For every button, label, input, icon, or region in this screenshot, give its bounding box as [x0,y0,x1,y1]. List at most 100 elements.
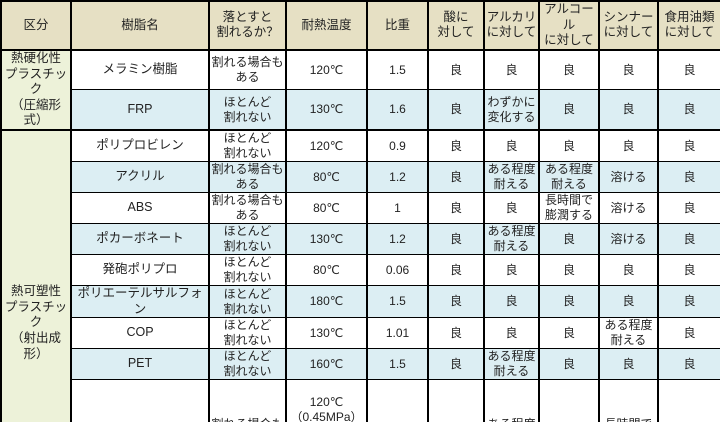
cell-oil: 良 [657,317,720,350]
cell-thinner: 長時間で 膨潤する [598,379,659,422]
cell-acid: 良 [427,379,485,422]
header-category: 区分 [0,0,72,51]
cell-alcohol: 良 [538,284,600,319]
cell-temp: 130℃ [285,223,368,255]
header-resin-name: 樹脂名 [70,0,210,51]
table-row: ポリ乳酸 割れる場合も ある 120℃ （0.45MPa） 65℃ （1.82M… [1,379,720,422]
cell-oil: 良 [657,161,720,193]
cell-temp: 80℃ [285,254,368,286]
cell-alkali: 良 [483,284,540,319]
cell-alcohol: 良 [538,317,600,350]
group-cell-thermosetting: 熱硬化性 プラスチック （圧縮形式） [0,49,72,131]
cell-alkali: 良 [483,49,540,91]
header-alkali: アルカリ に対して [483,0,540,51]
cell-temp: 120℃ [285,129,368,162]
cell-specific-gravity: 1.42 [366,379,429,422]
table-row: ポリエーテルサルフォン ほとんど 割れない 180℃ 1.5 良 良 良 良 良 [1,284,720,319]
cell-resin-name: ポリ乳酸 [70,379,210,422]
cell-specific-gravity: 1.5 [366,49,429,91]
cell-acid: 良 [427,192,485,224]
cell-acid: 良 [427,254,485,286]
table-row: 熱可塑性 プラスチック （射出成形） ポリプロビレン ほとんど 割れない 120… [0,128,720,422]
cell-resin-name: COP [70,317,210,350]
cell-acid: 良 [427,49,485,91]
cell-oil: 良 [657,223,720,255]
table-row: COP ほとんど 割れない 130℃ 1.01 良 良 良 ある程度 耐える 良 [1,317,720,350]
cell-oil: 良 [657,348,720,381]
header-specific-gravity: 比重 [366,0,429,51]
cell-acid: 良 [427,348,485,381]
cell-thinner: 溶ける [598,223,659,255]
cell-specific-gravity: 1.5 [366,348,429,381]
cell-specific-gravity: 1.01 [366,317,429,350]
cell-crack: ほとんど 割れない [208,89,287,131]
table-row: FRP ほとんど 割れない 130℃ 1.6 良 わずかに 変化する 良 良 良 [1,89,720,131]
cell-oil: 良 [657,284,720,319]
cell-resin-name: FRP [70,89,210,131]
cell-oil: 良 [657,379,720,422]
cell-temp: 80℃ [285,192,368,224]
cell-crack: ほとんど 割れない [208,129,287,162]
cell-alcohol: 良 [538,129,600,162]
cell-acid: 良 [427,317,485,350]
cell-resin-name: ポカーボネート [70,223,210,255]
cell-acid: 良 [427,161,485,193]
table-row: ABS 割れる場合も ある 80℃ 1 良 良 長時間で 膨潤する 溶ける 良 [1,192,720,224]
header-thinner: シンナー に対して [598,0,659,51]
table-row: ポカーボネート ほとんど 割れない 130℃ 1.2 良 ある程度 耐える 良 … [1,223,720,255]
cell-alcohol: 良 [538,379,600,422]
cell-temp: 80℃ [285,161,368,193]
cell-acid: 良 [427,89,485,131]
cell-temp: 180℃ [285,284,368,319]
cell-alkali: 良 [483,192,540,224]
cell-thinner: 良 [598,129,659,162]
cell-crack: ほとんど 割れない [208,254,287,286]
cell-thinner: ある程度 耐える [598,317,659,350]
cell-alcohol: 良 [538,254,600,286]
cell-resin-name: メラミン樹脂 [70,49,210,91]
cell-resin-name: ポリプロビレン [70,129,210,162]
table-row: PET ほとんど 割れない 160℃ 1.5 良 ある程度 耐える 良 良 良 [1,348,720,381]
cell-oil: 良 [657,254,720,286]
cell-specific-gravity: 1.2 [366,161,429,193]
cell-oil: 良 [657,89,720,131]
table-row: アクリル 割れる場合も ある 80℃ 1.2 良 ある程度 耐える ある程度 耐… [1,161,720,193]
cell-crack: 割れる場合も ある [208,379,287,422]
header-alcohol: アルコール に対して [538,0,600,51]
cell-alcohol: 良 [538,348,600,381]
cell-temp: 120℃ [285,49,368,91]
cell-alkali: ある程度 耐える [483,379,540,422]
cell-crack: ほとんど 割れない [208,317,287,350]
cell-specific-gravity: 1.5 [366,284,429,319]
cell-thinner: 良 [598,254,659,286]
cell-resin-name: ABS [70,192,210,224]
cell-alcohol: 長時間で 膨潤する [538,192,600,224]
cell-temp-split: 120℃ （0.45MPa） 65℃ （1.82MPa） [285,379,368,422]
cell-alkali: 良 [483,254,540,286]
cell-thinner: 良 [598,348,659,381]
cell-oil: 良 [657,49,720,91]
cell-alcohol: 良 [538,49,600,91]
header-heat-resistance: 耐熱温度 [285,0,368,51]
cell-alcohol: ある程度 耐える [538,161,600,193]
cell-alkali: わずかに 変化する [483,89,540,131]
temp-sub-cell-top: 120℃ （0.45MPa） [288,395,365,422]
cell-acid: 良 [427,129,485,162]
cell-crack: ほとんど 割れない [208,348,287,381]
cell-oil: 良 [657,192,720,224]
header-acid: 酸に 対して [427,0,485,51]
cell-resin-name: アクリル [70,161,210,193]
cell-crack: 割れる場合も ある [208,49,287,91]
cell-thinner: 溶ける [598,192,659,224]
cell-resin-name: PET [70,348,210,381]
cell-specific-gravity: 1.2 [366,223,429,255]
cell-alkali: 良 [483,129,540,162]
cell-specific-gravity: 1.6 [366,89,429,131]
cell-thinner: 溶ける [598,161,659,193]
cell-oil: 良 [657,129,720,162]
cell-temp: 160℃ [285,348,368,381]
header-row: 区分 樹脂名 落とすと 割れるか？ 耐熱温度 比重 酸に 対して アルカリ に対… [0,0,720,51]
cell-crack: ほとんど 割れない [208,223,287,255]
cell-crack: ほとんど 割れない [208,284,287,319]
